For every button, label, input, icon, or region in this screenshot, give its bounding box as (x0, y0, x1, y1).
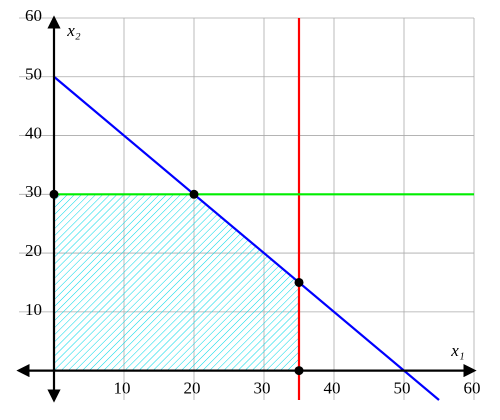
x-tick-label: 50 (394, 379, 411, 398)
y-tick-label: 30 (25, 182, 42, 201)
x-tick-label: 30 (254, 379, 271, 398)
x-tick-label: 10 (114, 379, 131, 398)
x-tick-label: 20 (184, 379, 201, 398)
vertex-point (294, 277, 304, 287)
x-tick-label: 40 (324, 379, 341, 398)
vertex-point (294, 366, 304, 376)
y-axis-label: x₂ (66, 21, 81, 40)
constraint-line (53, 75, 440, 401)
vertex-point (189, 189, 199, 199)
y-tick-label: 50 (25, 65, 42, 84)
feasible-region (53, 193, 300, 372)
y-tick-label: 40 (25, 123, 42, 142)
x-axis-label: x₁ (450, 341, 464, 360)
y-tick-label: 60 (25, 6, 42, 25)
x-tick-label: 60 (464, 379, 481, 398)
y-tick-label: 10 (25, 300, 42, 319)
vertex-point (49, 189, 59, 199)
axes: 10 20 30 40 50 60 10 20 30 40 50 60 (16, 6, 481, 403)
y-tick-label: 20 (25, 241, 42, 260)
